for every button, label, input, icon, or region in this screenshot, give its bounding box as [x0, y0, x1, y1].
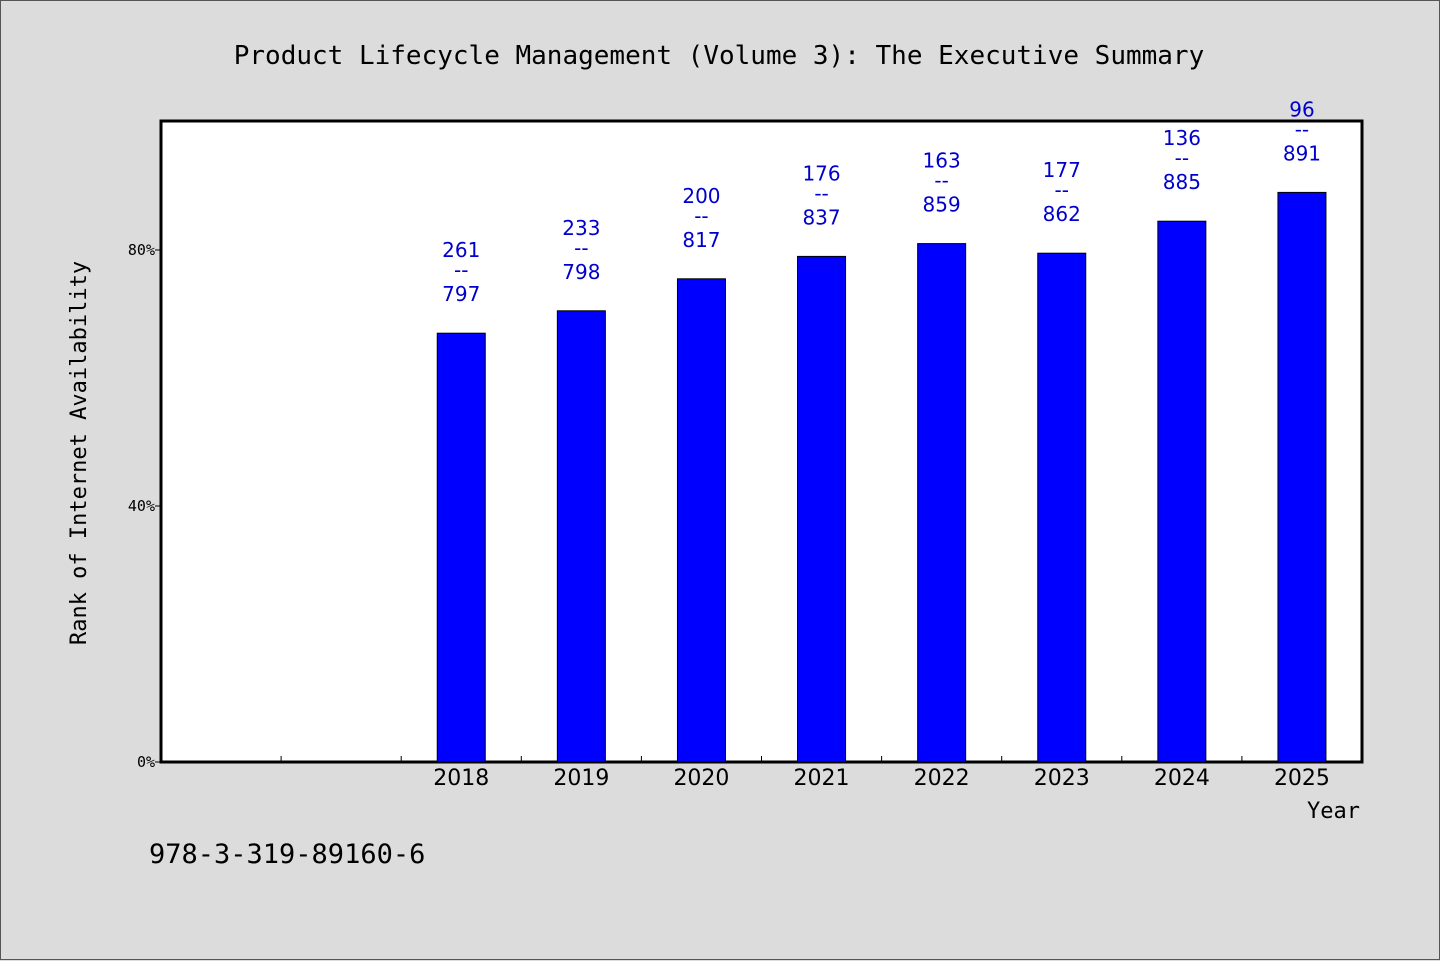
data-label-separator: --	[1295, 117, 1309, 141]
bar-2021	[797, 255, 847, 763]
y-axis: 0% 40% 80%	[128, 241, 161, 771]
x-tick-label: 2023	[1034, 766, 1090, 791]
data-label-bottom: 837	[802, 205, 840, 229]
data-label-top: 176	[802, 161, 840, 185]
x-tick-label: 2022	[914, 766, 970, 791]
isbn-label: 978-3-319-89160-6	[149, 839, 425, 870]
data-label-bottom: 891	[1283, 141, 1321, 165]
data-label-top: 177	[1043, 158, 1081, 182]
data-label-separator: --	[814, 181, 828, 205]
y-tick-label: 80%	[128, 241, 155, 259]
x-tick-label: 2020	[673, 766, 729, 791]
y-axis-label: Rank of Internet Availability	[67, 261, 92, 645]
data-label-top: 261	[442, 238, 480, 262]
x-tick-label: 2025	[1274, 766, 1330, 791]
data-label-separator: --	[1175, 146, 1189, 170]
chart-title: Product Lifecycle Management (Volume 3):…	[234, 41, 1205, 71]
y-tick-label: 0%	[137, 753, 155, 771]
bar-2025	[1277, 191, 1327, 763]
data-label-top: 200	[682, 184, 720, 208]
bar-2018	[436, 332, 486, 763]
data-label-top: 136	[1163, 126, 1201, 150]
bar-2023	[1037, 252, 1087, 763]
data-label-bottom: 862	[1043, 202, 1081, 226]
bar-2020	[676, 278, 726, 763]
bar-2024	[1157, 220, 1207, 763]
bar-2022	[917, 243, 967, 763]
data-label-bottom: 859	[923, 193, 961, 217]
data-label-top: 163	[923, 149, 961, 173]
x-axis: 2018 2019 2020 2021 2022 2023 2024 2025	[280, 756, 1330, 791]
x-tick-label: 2021	[794, 766, 850, 791]
bars-group	[436, 191, 1327, 763]
bar-2019	[556, 310, 606, 763]
data-label-top: 233	[562, 216, 600, 240]
x-tick-label: 2019	[553, 766, 609, 791]
x-axis-label: Year	[1307, 799, 1360, 824]
data-label-separator: --	[574, 236, 588, 260]
data-label-separator: --	[454, 258, 468, 282]
data-label-separator: --	[1055, 178, 1069, 202]
data-label-separator: --	[694, 204, 708, 228]
data-label-bottom: 798	[562, 260, 600, 284]
x-tick-label: 2024	[1154, 766, 1210, 791]
data-label-top: 96	[1289, 97, 1314, 121]
y-tick-label: 40%	[128, 497, 155, 515]
data-label-bottom: 797	[442, 282, 480, 306]
data-label-bottom: 817	[682, 228, 720, 252]
data-label-bottom: 885	[1163, 170, 1201, 194]
x-tick-label: 2018	[433, 766, 489, 791]
data-label-separator: --	[934, 169, 948, 193]
